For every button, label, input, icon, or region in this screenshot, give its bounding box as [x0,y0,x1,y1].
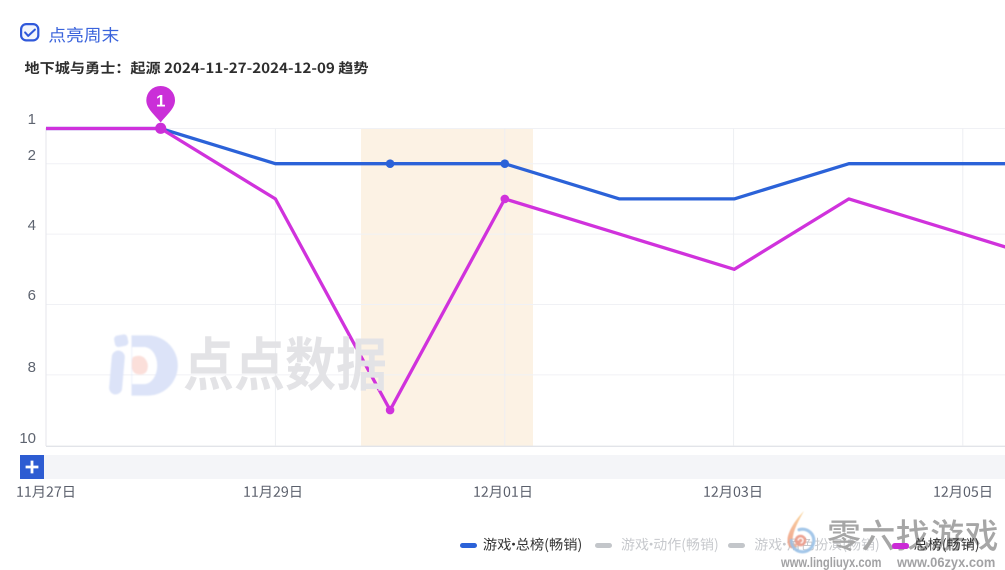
svg-text:1: 1 [156,92,165,111]
